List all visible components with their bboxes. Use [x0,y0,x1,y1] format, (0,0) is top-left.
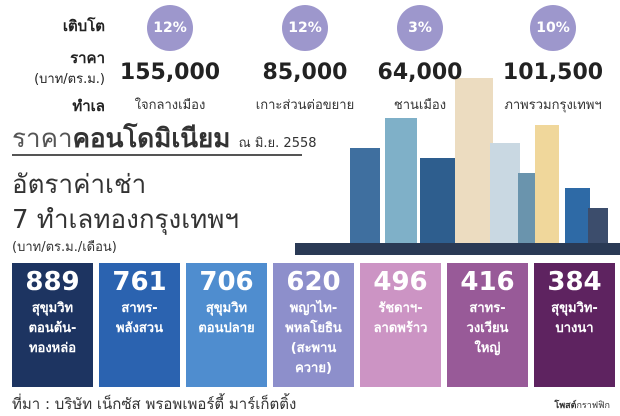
location-label: ทำเล [72,97,105,115]
zone-area: ใจกลางเมือง [134,98,206,113]
rent-value: 384 [547,267,602,297]
rent-location: สุขุมวิท- บางนา [551,301,598,336]
rent-card: 620 พญาไท- พหลโยธิน (สะพาน ควาย) [273,263,354,387]
rent-unit: (บาท/ตร.ม./เดือน) [12,240,117,255]
rent-location: พญาไท- พหลโยธิน (สะพาน ควาย) [285,301,342,376]
growth-badge: 3% [397,5,443,51]
rent-location: รัชดาฯ- ลาดพร้าว [373,301,428,336]
title-prefix: ราคา [12,124,73,154]
zone-price: 85,000 [262,60,348,85]
zone-area: ชานเมือง [393,98,447,113]
rent-value: 416 [460,267,515,297]
rent-location: สุขุมวิท ตอนต้น- ทองหล่อ [28,301,77,356]
rent-location: สาทร- วงเวียน ใหญ่ [466,301,509,356]
rent-card: 761 สาทร- พลังสวน [99,263,180,387]
rent-card: 416 สาทร- วงเวียน ใหญ่ [447,263,528,387]
zone-price: 155,000 [119,60,221,85]
credit-bold: โพสต์ [554,401,577,411]
source-note: ที่มา : บริษัท เน็กซัส พรอพเพอร์ตี้ มาร์… [12,395,297,413]
growth-badge: 10% [530,5,576,51]
divider [12,154,302,156]
rent-value: 761 [112,267,167,297]
city-illustration [290,78,620,255]
zone-price: 101,500 [502,60,604,85]
growth-badge: 12% [282,5,328,51]
price-unit: (บาท/ตร.ม.) [34,72,105,87]
title-main: คอนโดมิเนียม [72,124,231,154]
rent-card: 889 สุขุมวิท ตอนต้น- ทองหล่อ [12,263,93,387]
rent-card: 384 สุขุมวิท- บางนา [534,263,615,387]
rent-card: 496 รัชดาฯ- ลาดพร้าว [360,263,441,387]
rent-value: 889 [25,267,80,297]
zone-area: เกาะส่วนต่อขยาย [255,98,355,113]
zone-area: ภาพรวมกรุงเทพฯ [504,98,602,113]
rent-value: 620 [286,267,341,297]
rent-subtitle: 7 ทำเลทองกรุงเทพฯ [12,205,239,235]
title-date: ณ มิ.ย. 2558 [238,136,317,151]
rent-value: 496 [373,267,428,297]
rent-card: 706 สุขุมวิท ตอนปลาย [186,263,267,387]
zone-price: 64,000 [377,60,463,85]
credit-rest: กราฟฟิก [576,401,610,411]
rent-location: สาทร- พลังสวน [115,301,163,336]
rent-title: อัตราค่าเช่า [12,170,147,200]
credit: โพสต์กราฟฟิก [554,398,610,412]
condo-title: ราคาคอนโดมิเนียม ณ มิ.ย. 2558 [12,118,317,159]
rent-location: สุขุมวิท ตอนปลาย [198,301,255,336]
price-label: ราคา [70,49,105,67]
rent-value: 706 [199,267,254,297]
growth-label: เติบโต [62,17,105,35]
growth-badge: 12% [147,5,193,51]
